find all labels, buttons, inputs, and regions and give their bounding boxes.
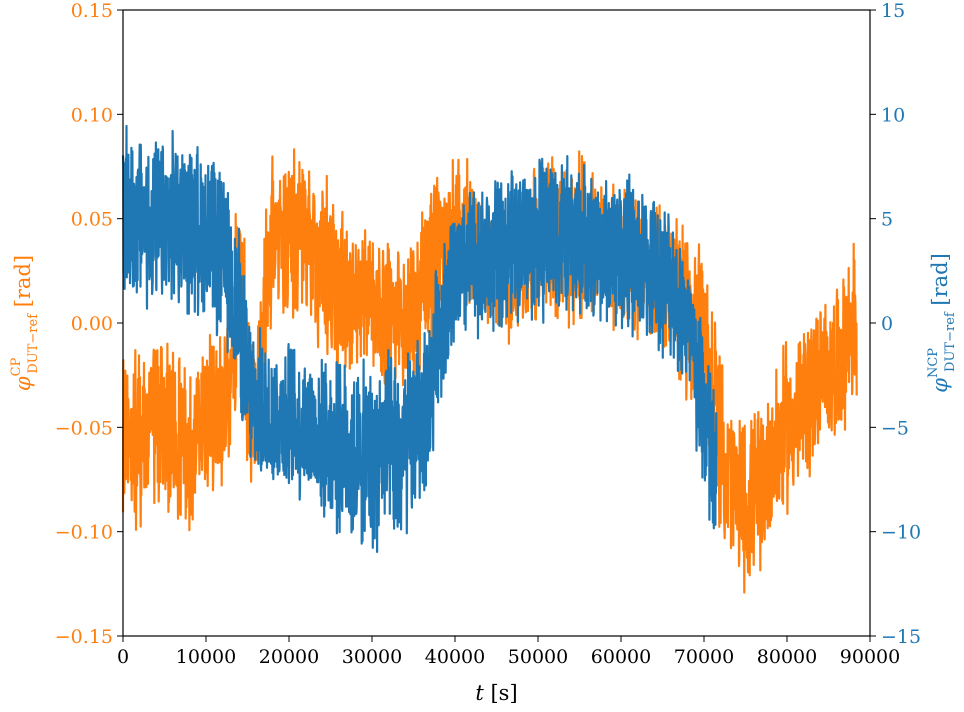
y-right-tick-label: −5 xyxy=(881,417,909,439)
y-left-tick-label: 0.05 xyxy=(71,209,113,231)
y-left-axis-label-symbol: φ xyxy=(11,376,35,391)
x-tick-label: 80000 xyxy=(757,646,817,668)
y-right-tick-label: −15 xyxy=(881,626,921,648)
y-right-tick-label: 10 xyxy=(881,104,905,126)
axis-layer: 0 10000 20000 30000 40000 50000 60000 70000 8000… xyxy=(9,0,958,705)
x-axis-unit: [s] xyxy=(484,681,518,705)
x-tick-label: 40000 xyxy=(425,646,485,668)
y-left-tick-label: 0.10 xyxy=(71,104,113,126)
x-axis-label: t [s] xyxy=(475,681,517,705)
y-right-axis-label-unit: [rad] xyxy=(928,253,952,312)
y-right-tick-label: 0 xyxy=(881,313,893,335)
y-right-axis-label-subscript: DUT−ref xyxy=(943,311,958,372)
x-tick-label: 10000 xyxy=(176,646,236,668)
y-left-axis-label-superscript: CP xyxy=(9,357,24,376)
y-left-axis-label-text: φCP DUT−ref [rad] xyxy=(9,255,41,391)
y-right-axis-label-superscript: NCP xyxy=(926,348,941,378)
y-left-axis-label: φCP DUT−ref [rad] xyxy=(9,255,41,391)
y-left-tick-label: 0.00 xyxy=(71,313,113,335)
y-right-axis-label-symbol: φ xyxy=(928,378,952,393)
y-right-axis-label-text: φNCP DUT−ref [rad] xyxy=(926,253,958,393)
x-axis-variable: t xyxy=(475,681,484,705)
y-left-axis-label-unit: [rad] xyxy=(11,255,35,314)
y-left-tick-label: 0.15 xyxy=(71,0,113,22)
x-tick-label: 60000 xyxy=(591,646,651,668)
x-tick-label: 0 xyxy=(117,646,129,668)
x-tick-label: 30000 xyxy=(342,646,402,668)
series-line-ncp xyxy=(121,124,718,553)
y-right-axis-label: φNCP DUT−ref [rad] xyxy=(926,253,958,393)
y-left-tick-label: −0.15 xyxy=(55,626,113,648)
y-right-tick-label: −10 xyxy=(881,522,921,544)
y-left-tick-label: −0.05 xyxy=(55,417,113,439)
y-right-tick-label: 5 xyxy=(881,209,893,231)
y-right-tick-label: 15 xyxy=(881,0,905,22)
x-tick-label: 90000 xyxy=(840,646,900,668)
x-tick-label: 20000 xyxy=(259,646,319,668)
x-tick-label: 50000 xyxy=(508,646,568,668)
y-left-tick-label: −0.10 xyxy=(55,522,113,544)
y-left-axis-label-subscript: DUT−ref xyxy=(26,313,41,374)
x-tick-label: 70000 xyxy=(674,646,734,668)
series-layer xyxy=(121,124,858,594)
